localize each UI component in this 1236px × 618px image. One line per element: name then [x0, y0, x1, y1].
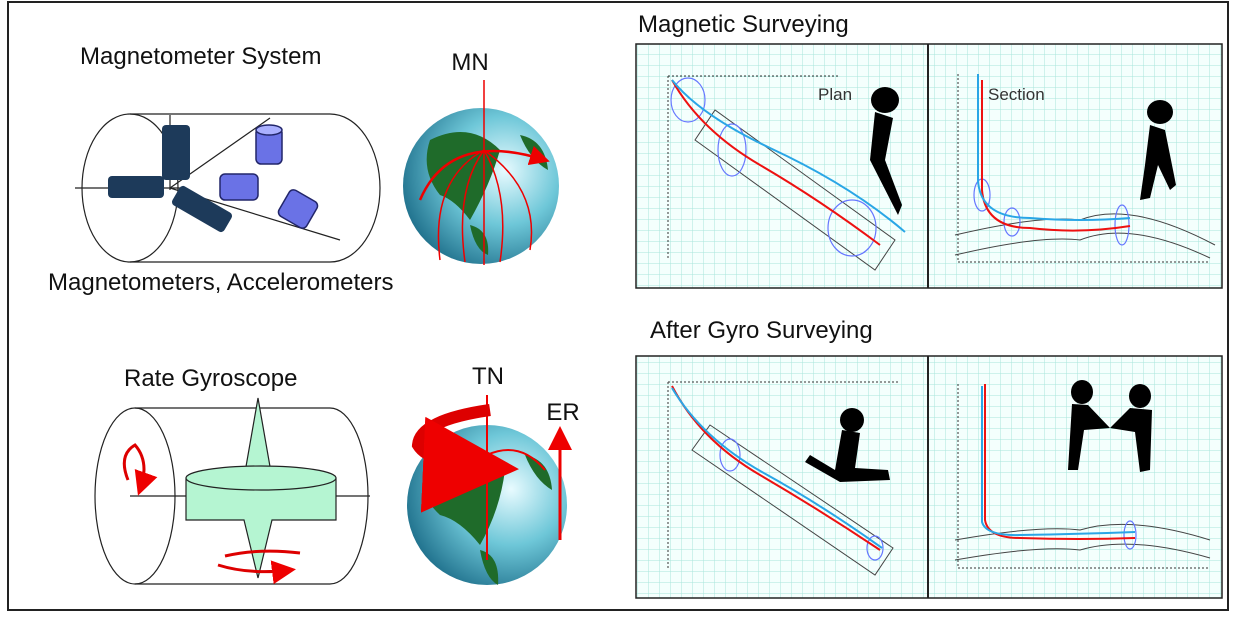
gyro-survey: After Gyro Surveying	[635, 317, 1223, 599]
accelerometers	[219, 124, 319, 229]
tn-label: TN	[472, 363, 504, 390]
puzzled-figures	[870, 87, 1176, 215]
mn-label: MN	[451, 49, 488, 76]
magnetometer-title: Magnetometer System	[80, 43, 321, 70]
happy-figures	[805, 380, 1152, 482]
magnetic-title: Magnetic Surveying	[638, 11, 849, 38]
magnetometer-section: Magnetometer System MN	[48, 43, 559, 296]
magnetic-survey: Magnetic Surveying Plan Section	[635, 11, 1223, 289]
plan-label: Plan	[818, 85, 852, 104]
gyro-arrows	[122, 443, 301, 585]
globe-true	[407, 395, 572, 585]
gyro-survey-title: After Gyro Surveying	[650, 317, 873, 344]
gyro-rotor	[185, 397, 337, 579]
globe-magnetic	[403, 80, 559, 265]
gyro-title: Rate Gyroscope	[124, 365, 297, 392]
coils	[108, 125, 233, 233]
gyro-paths	[667, 381, 1211, 576]
section-label: Section	[988, 85, 1045, 104]
er-label: ER	[546, 399, 579, 426]
magnetometer-caption: Magnetometers, Accelerometers	[48, 269, 393, 296]
magnetic-paths	[667, 74, 1216, 271]
gyro-section: Rate Gyroscope TN ER	[94, 363, 580, 585]
